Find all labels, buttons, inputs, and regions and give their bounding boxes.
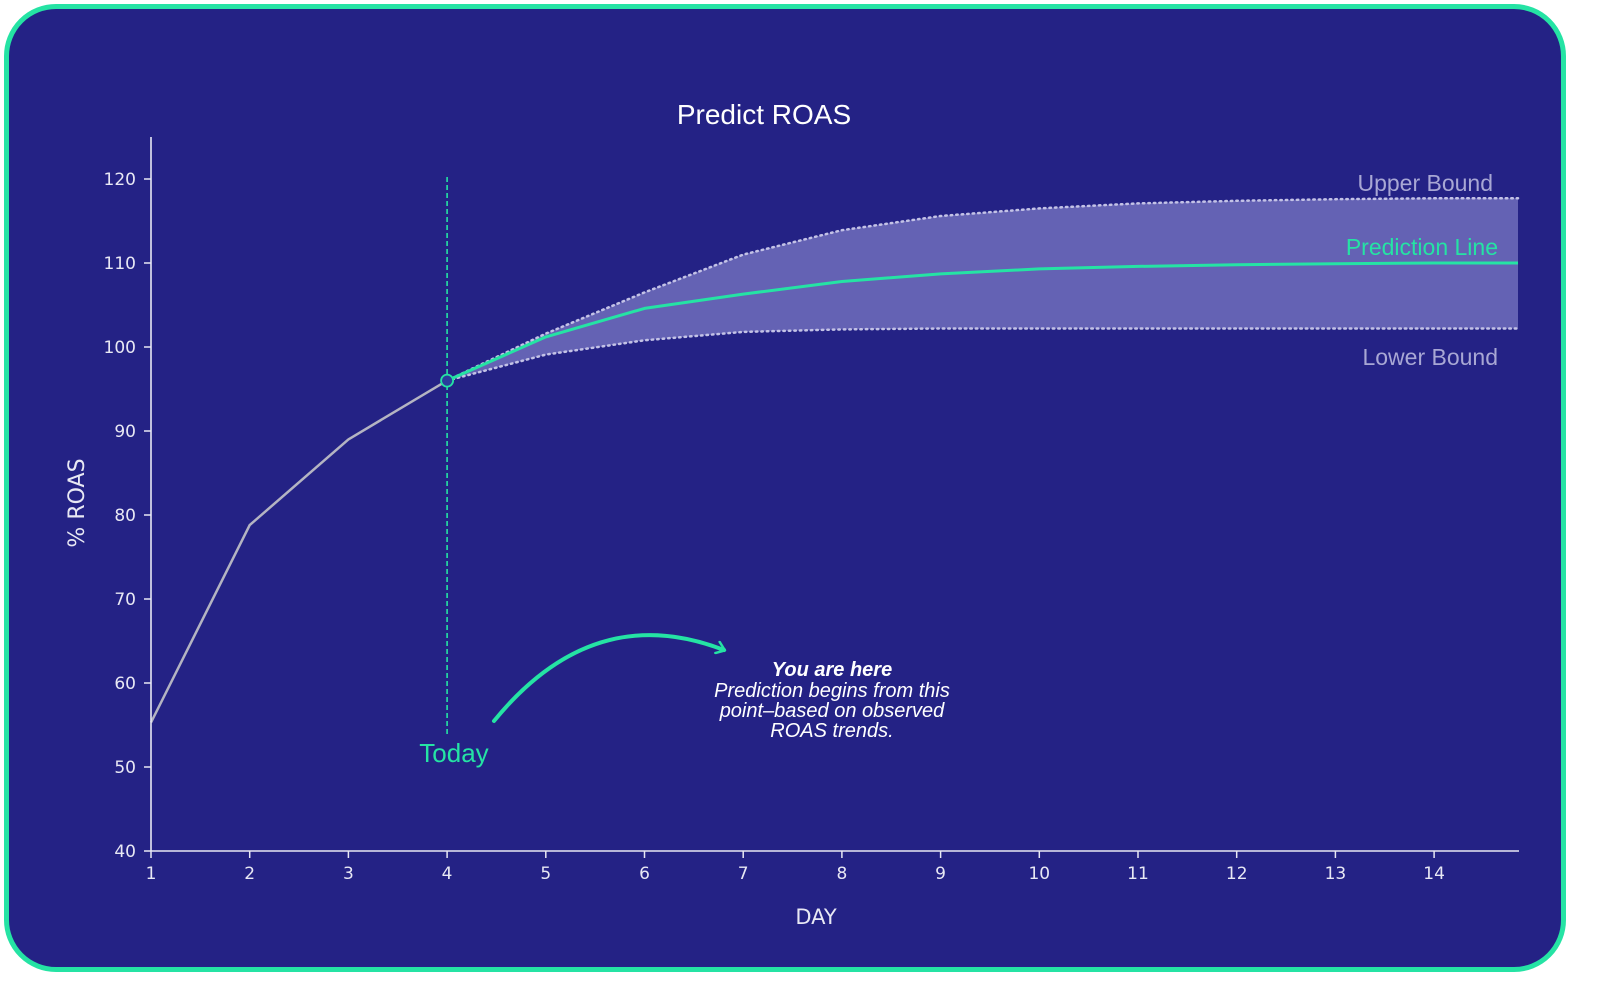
today-label: Today <box>419 738 488 768</box>
annotation-line: ROAS trends. <box>770 720 893 742</box>
y-tick-label: 110 <box>104 254 136 274</box>
prediction-band <box>447 198 1519 381</box>
today-point <box>440 373 455 388</box>
lower-bound-line <box>445 327 1520 382</box>
x-tick-label: 9 <box>935 864 946 884</box>
x-tick-label: 4 <box>442 864 453 884</box>
x-tick-label: 11 <box>1127 864 1149 884</box>
x-tick-label: 14 <box>1423 864 1445 884</box>
annotation-arrow <box>492 633 724 723</box>
x-tick-label: 12 <box>1226 864 1248 884</box>
x-tick-label: 8 <box>836 864 847 884</box>
y-tick-label: 120 <box>104 170 136 190</box>
y-tick-label: 70 <box>114 590 136 610</box>
annotation-heading: You are here <box>772 659 892 681</box>
x-tick-label: 1 <box>146 864 157 884</box>
y-tick-label: 100 <box>104 338 136 358</box>
y-tick-label: 40 <box>114 842 136 862</box>
chart-card: Predict ROAS 40 50 60 70 80 90 100 110 120 1 2 3 4 5 6… <box>4 4 1566 972</box>
prediction-band-layer <box>445 197 1520 382</box>
y-tick-label: 60 <box>114 674 136 694</box>
annotation: You are here Prediction begins from this… <box>714 659 950 742</box>
annotation-line: Prediction begins from this <box>714 680 950 702</box>
y-tick-label: 50 <box>114 758 136 778</box>
x-tick-label: 2 <box>244 864 255 884</box>
prediction-line-label: Prediction Line <box>1346 234 1498 260</box>
x-axis-label: DAY <box>795 905 837 929</box>
line-layer <box>149 177 1518 737</box>
x-tick-label: 5 <box>540 864 551 884</box>
prediction-line <box>446 261 1518 382</box>
y-tick-label: 90 <box>114 422 136 442</box>
annotation-line: point–based on observed <box>719 700 945 722</box>
upper-bound-label: Upper Bound <box>1357 170 1493 196</box>
x-tick-label: 3 <box>343 864 354 884</box>
upper-bound-line <box>445 197 1520 382</box>
y-tick-label: 80 <box>114 506 136 526</box>
y-axis-label: % ROAS <box>65 458 90 547</box>
observed-line <box>149 379 448 724</box>
x-tick-label: 6 <box>639 864 650 884</box>
chart-title: Predict ROAS <box>677 99 851 130</box>
x-tick-label: 10 <box>1028 864 1050 884</box>
x-tick-label: 13 <box>1325 864 1347 884</box>
x-tick-label: 7 <box>738 864 749 884</box>
lower-bound-label: Lower Bound <box>1362 344 1498 370</box>
